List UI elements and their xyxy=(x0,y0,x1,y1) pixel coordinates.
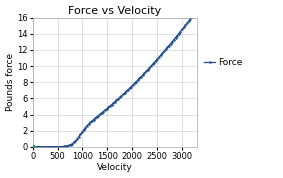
Title: Force vs Velocity: Force vs Velocity xyxy=(68,6,161,15)
Force xyxy=(48,146,51,148)
Force xyxy=(31,146,35,148)
Force xyxy=(144,71,147,73)
Force xyxy=(97,114,101,116)
Force xyxy=(195,9,198,12)
Legend: Force: Force xyxy=(204,58,242,67)
Force xyxy=(162,51,165,53)
Force xyxy=(103,109,107,111)
Force xyxy=(159,54,162,56)
Y-axis label: Pounds force: Pounds force xyxy=(6,53,14,111)
Line: Force: Force xyxy=(32,10,197,147)
X-axis label: Velocity: Velocity xyxy=(97,163,133,172)
